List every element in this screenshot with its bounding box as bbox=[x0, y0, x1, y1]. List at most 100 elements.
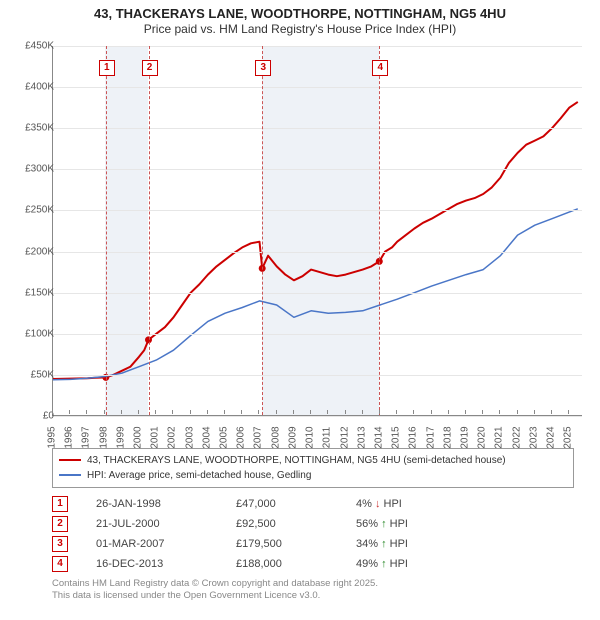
x-axis-label: 2009 bbox=[287, 426, 298, 448]
x-tick bbox=[104, 410, 105, 414]
x-axis-label: 2021 bbox=[494, 426, 505, 448]
sale-pct: 34% ↑ HPI bbox=[356, 538, 476, 550]
title-line-2: Price paid vs. HM Land Registry's House … bbox=[8, 22, 592, 36]
sale-row: 416-DEC-2013£188,00049% ↑ HPI bbox=[52, 554, 574, 574]
x-tick bbox=[121, 410, 122, 414]
license-text: Contains HM Land Registry data © Crown c… bbox=[52, 578, 574, 602]
x-tick bbox=[327, 410, 328, 414]
gridline bbox=[53, 334, 582, 335]
chart-area: 1234 £0£50K£100K£150K£200K£250K£300K£350… bbox=[8, 40, 592, 440]
trend-arrow-icon: ↓ bbox=[375, 498, 381, 510]
x-tick bbox=[258, 410, 259, 414]
x-axis-label: 2008 bbox=[270, 426, 281, 448]
x-axis-label: 2016 bbox=[408, 426, 419, 448]
license-line-2: This data is licensed under the Open Gov… bbox=[52, 590, 574, 602]
x-tick bbox=[224, 410, 225, 414]
x-axis-label: 2002 bbox=[167, 426, 178, 448]
x-axis-label: 1996 bbox=[64, 426, 75, 448]
sale-pct: 4% ↓ HPI bbox=[356, 498, 476, 510]
legend-item: 43, THACKERAYS LANE, WOODTHORPE, NOTTING… bbox=[59, 453, 567, 468]
legend-label: 43, THACKERAYS LANE, WOODTHORPE, NOTTING… bbox=[87, 455, 506, 466]
gridline bbox=[53, 128, 582, 129]
gridline bbox=[53, 210, 582, 211]
event-marker-badge: 1 bbox=[99, 60, 115, 76]
x-tick bbox=[431, 410, 432, 414]
x-axis-label: 2011 bbox=[322, 427, 333, 449]
x-tick bbox=[172, 410, 173, 414]
x-axis-label: 2022 bbox=[511, 426, 522, 448]
x-axis-label: 2000 bbox=[133, 426, 144, 448]
event-marker-badge: 4 bbox=[372, 60, 388, 76]
y-axis-label: £450K bbox=[25, 40, 54, 51]
x-tick bbox=[138, 410, 139, 414]
sale-row: 2 21-JUL-2000£92,50056% ↑ HPI bbox=[52, 514, 574, 534]
event-marker: 1 bbox=[106, 46, 107, 415]
sale-row: 126-JAN-1998£47,0004% ↓ HPI bbox=[52, 494, 574, 514]
x-axis-label: 2014 bbox=[373, 426, 384, 448]
gridline bbox=[53, 46, 582, 47]
x-axis-label: 2015 bbox=[391, 426, 402, 448]
sales-table: 126-JAN-1998£47,0004% ↓ HPI221-JUL-2000£… bbox=[52, 494, 574, 574]
x-tick bbox=[86, 410, 87, 414]
y-axis-label: £350K bbox=[25, 123, 54, 134]
x-axis-label: 2017 bbox=[425, 426, 436, 448]
gridline bbox=[53, 252, 582, 253]
x-axis-label: 2001 bbox=[150, 426, 161, 448]
x-tick bbox=[52, 410, 53, 414]
x-tick bbox=[534, 410, 535, 414]
x-tick bbox=[310, 410, 311, 414]
x-axis-label: 2019 bbox=[459, 426, 470, 448]
y-axis-label: £200K bbox=[25, 246, 54, 257]
x-tick bbox=[345, 410, 346, 414]
gridline bbox=[53, 375, 582, 376]
sale-date: 21-JUL-2000 bbox=[96, 518, 236, 530]
trend-arrow-icon: ↑ bbox=[381, 538, 387, 550]
x-tick bbox=[293, 410, 294, 414]
sale-date: 26-JAN-1998 bbox=[96, 498, 236, 510]
y-axis-label: £400K bbox=[25, 82, 54, 93]
x-axis-label: 1997 bbox=[81, 426, 92, 448]
sale-date: 01-MAR-2007 bbox=[96, 538, 236, 550]
y-axis-label: £250K bbox=[25, 205, 54, 216]
sale-badge: 1 bbox=[52, 496, 68, 512]
x-tick bbox=[207, 410, 208, 414]
legend-item: HPI: Average price, semi-detached house,… bbox=[59, 468, 567, 483]
y-axis-label: £150K bbox=[25, 287, 54, 298]
x-tick bbox=[465, 410, 466, 414]
title-line-1: 43, THACKERAYS LANE, WOODTHORPE, NOTTING… bbox=[8, 6, 592, 22]
x-tick bbox=[155, 410, 156, 414]
sale-pct: 56% ↑ HPI bbox=[356, 518, 476, 530]
x-axis-label: 2024 bbox=[546, 426, 557, 448]
x-tick bbox=[190, 410, 191, 414]
sale-price: £92,500 bbox=[236, 518, 356, 530]
x-tick bbox=[379, 410, 380, 414]
x-tick bbox=[396, 410, 397, 414]
legend-swatch bbox=[59, 459, 81, 461]
event-marker: 3 bbox=[262, 46, 263, 415]
x-axis-label: 2003 bbox=[184, 426, 195, 448]
x-tick bbox=[482, 410, 483, 414]
series-line-hpi bbox=[53, 209, 578, 380]
sale-price: £179,500 bbox=[236, 538, 356, 550]
sale-badge: 2 bbox=[52, 516, 68, 532]
legend-label: HPI: Average price, semi-detached house,… bbox=[87, 470, 311, 481]
x-axis-label: 1999 bbox=[115, 426, 126, 448]
y-axis-label: £300K bbox=[25, 164, 54, 175]
plot-area: 1234 bbox=[52, 46, 582, 416]
sale-badge: 4 bbox=[52, 556, 68, 572]
event-marker-badge: 2 bbox=[142, 60, 158, 76]
x-tick bbox=[551, 410, 552, 414]
x-axis-label: 2007 bbox=[253, 426, 264, 448]
event-marker: 2 bbox=[149, 46, 150, 415]
chart-title: 43, THACKERAYS LANE, WOODTHORPE, NOTTING… bbox=[8, 6, 592, 36]
x-axis-label: 2013 bbox=[356, 426, 367, 448]
trend-arrow-icon: ↑ bbox=[381, 518, 387, 530]
legend-swatch bbox=[59, 474, 81, 476]
sale-pct: 49% ↑ HPI bbox=[356, 558, 476, 570]
x-tick bbox=[499, 410, 500, 414]
y-axis-label: £100K bbox=[25, 328, 54, 339]
x-axis-label: 2010 bbox=[305, 426, 316, 448]
event-marker-badge: 3 bbox=[255, 60, 271, 76]
x-tick bbox=[276, 410, 277, 414]
series-line-property bbox=[53, 102, 578, 379]
